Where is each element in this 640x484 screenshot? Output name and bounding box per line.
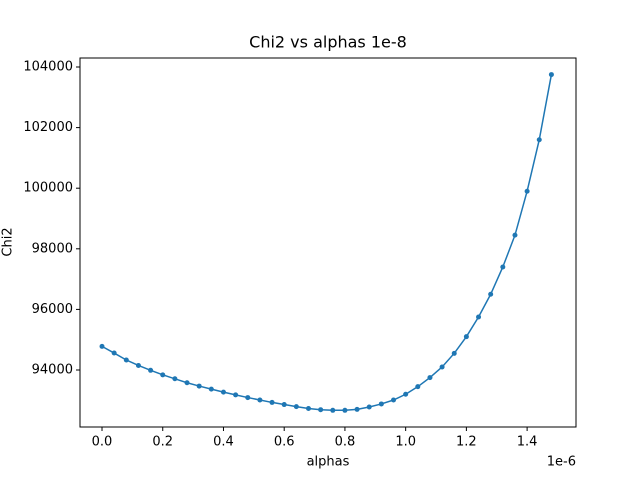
y-tick-label: 94000 bbox=[32, 363, 73, 378]
point bbox=[378, 401, 384, 407]
point bbox=[135, 362, 141, 368]
point bbox=[184, 380, 190, 386]
point bbox=[99, 343, 105, 349]
chart-title: Chi2 vs alphas 1e-8 bbox=[249, 33, 407, 52]
line bbox=[101, 74, 553, 412]
point bbox=[245, 395, 251, 401]
x-tick-label: 1.0 bbox=[395, 435, 416, 450]
y-tick-label: 96000 bbox=[32, 302, 73, 317]
point bbox=[257, 397, 263, 403]
x-offset-text: 1e-6 bbox=[547, 455, 576, 470]
x-tick-label: 0.2 bbox=[152, 435, 173, 450]
point bbox=[160, 372, 166, 378]
point bbox=[123, 357, 129, 363]
point bbox=[488, 291, 494, 297]
point bbox=[318, 407, 324, 413]
x-tick-label: 1.2 bbox=[456, 435, 477, 450]
point bbox=[148, 367, 154, 373]
point bbox=[524, 188, 530, 194]
point bbox=[427, 375, 433, 381]
point bbox=[111, 350, 117, 356]
point bbox=[439, 364, 445, 370]
y-tick-label: 104000 bbox=[23, 59, 73, 74]
point bbox=[548, 72, 554, 78]
point bbox=[512, 232, 518, 238]
x-tick-label: 1.4 bbox=[517, 435, 538, 450]
point bbox=[208, 386, 214, 392]
x-tick-label: 0.4 bbox=[213, 435, 234, 450]
point bbox=[415, 384, 421, 390]
point bbox=[536, 137, 542, 143]
plot-frame bbox=[79, 57, 577, 428]
y-tick-label: 98000 bbox=[32, 241, 73, 256]
point bbox=[330, 407, 336, 413]
point bbox=[196, 383, 202, 389]
point bbox=[172, 376, 178, 382]
y-axis-label: Chi2 bbox=[1, 227, 16, 256]
point bbox=[366, 404, 372, 410]
point bbox=[451, 350, 457, 356]
point bbox=[305, 405, 311, 411]
point bbox=[293, 404, 299, 410]
point bbox=[220, 389, 226, 395]
x-axis-label: alphas bbox=[307, 455, 350, 470]
point bbox=[463, 334, 469, 340]
point bbox=[403, 391, 409, 397]
point bbox=[281, 402, 287, 408]
point bbox=[476, 314, 482, 320]
y-tick-label: 100000 bbox=[23, 181, 73, 196]
point bbox=[342, 407, 348, 413]
point bbox=[233, 392, 239, 398]
x-tick-label: 0.6 bbox=[274, 435, 295, 450]
point bbox=[269, 399, 275, 405]
y-tick-label: 102000 bbox=[23, 120, 73, 135]
x-tick-label: 0.0 bbox=[92, 435, 113, 450]
point bbox=[391, 397, 397, 403]
point bbox=[500, 264, 506, 270]
x-tick-label: 0.8 bbox=[335, 435, 356, 450]
point bbox=[354, 406, 360, 412]
